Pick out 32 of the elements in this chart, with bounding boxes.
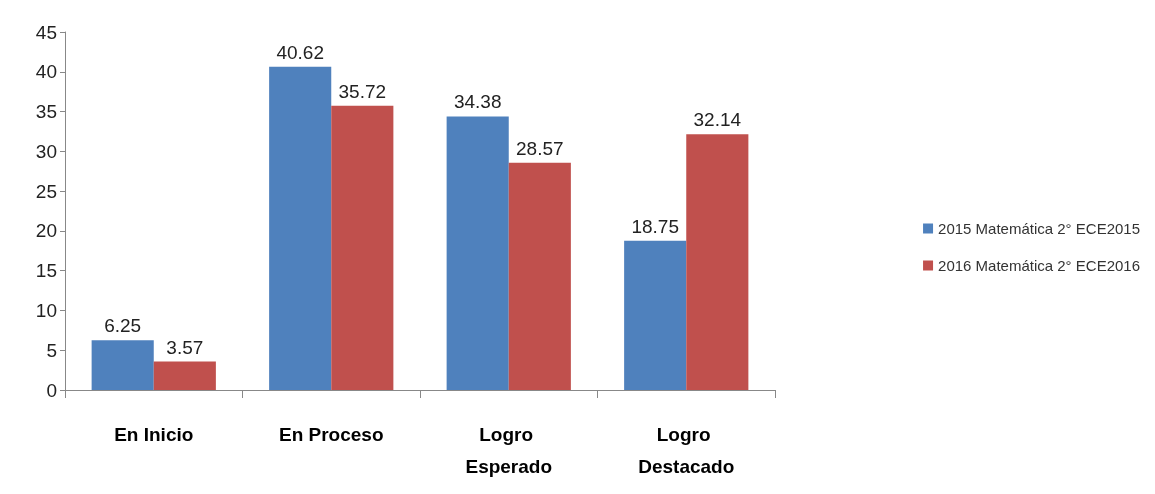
data-label: 35.72 [338, 80, 387, 102]
data-label: 28.57 [516, 137, 564, 159]
y-tick-label: 0 [46, 379, 57, 401]
y-tick-label: 40 [35, 61, 57, 83]
data-label: 34.38 [453, 91, 502, 113]
x-tick-label: En Inicio [114, 423, 194, 445]
x-tick-label: En Proceso [278, 423, 384, 445]
bar [331, 105, 394, 390]
bar [686, 134, 749, 390]
legend-label: 2016 Matemática 2° ECE2016 [938, 257, 1140, 274]
y-tick-label: 25 [35, 180, 57, 202]
y-tick-label: 10 [35, 299, 57, 321]
data-label: 3.57 [166, 336, 204, 358]
legend-label: 2015 Matemática 2° ECE2015 [938, 220, 1140, 237]
bar [446, 116, 509, 390]
x-tick-label: Logro Esperado [465, 423, 553, 477]
data-label: 40.62 [276, 41, 324, 63]
bar [508, 162, 571, 390]
data-label: 18.75 [631, 215, 679, 237]
y-tick-label: 35 [35, 101, 57, 123]
data-label: 6.25 [104, 315, 142, 337]
y-tick-label: 45 [35, 21, 57, 43]
x-tick-label: Logro Destacado [638, 423, 735, 477]
data-label: 32.14 [693, 109, 742, 131]
bar [91, 340, 154, 390]
y-tick-label: 20 [35, 220, 57, 242]
bar [153, 361, 216, 390]
bar [624, 240, 687, 390]
y-tick-label: 15 [35, 260, 57, 282]
y-tick-label: 5 [46, 339, 57, 361]
bar [269, 66, 332, 390]
y-tick-label: 30 [35, 140, 57, 162]
